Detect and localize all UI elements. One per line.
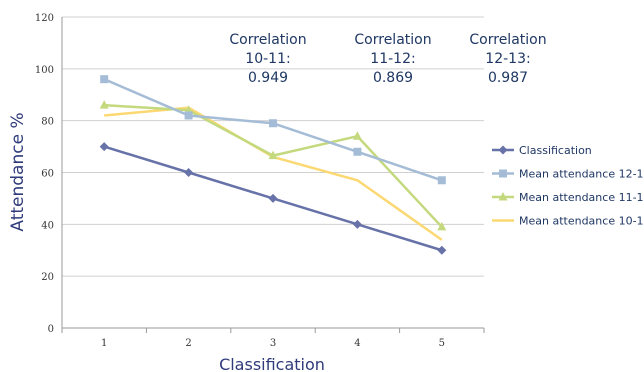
annotation-title: Correlation xyxy=(229,32,306,48)
correlation-annotation-11-12: Correlation 11-12: 0.869 xyxy=(354,32,431,86)
annotation-period: 11-12: xyxy=(370,51,415,67)
annotation-period: 10-11: xyxy=(245,51,290,67)
y-tick-label: 80 xyxy=(41,117,54,128)
x-axis-title: Classification xyxy=(219,355,325,372)
data-point xyxy=(437,176,446,185)
data-point xyxy=(269,119,277,128)
annotation-value: 0.869 xyxy=(373,70,413,86)
data-point xyxy=(184,111,193,120)
data-point xyxy=(437,221,447,231)
x-tick-label: 2 xyxy=(185,338,191,349)
data-point xyxy=(100,75,109,84)
x-tick-label: 3 xyxy=(270,338,276,349)
data-point xyxy=(268,193,278,203)
series-0 xyxy=(99,142,447,255)
annotation-title: Correlation xyxy=(354,32,431,48)
legend-swatch-marker xyxy=(499,169,507,178)
series-line xyxy=(103,78,443,182)
series-lines xyxy=(99,75,447,255)
legend-label: Classification xyxy=(519,144,592,157)
x-tick-label: 4 xyxy=(354,338,360,349)
x-tick-label: 1 xyxy=(101,338,107,349)
legend-label: Mean attendance 10-11 xyxy=(519,215,644,228)
legend-label: Mean attendance 12-13 xyxy=(519,168,644,181)
annotation-value: 0.987 xyxy=(488,70,528,86)
legend-swatch-marker xyxy=(498,192,508,201)
y-axis-title: Attendance % xyxy=(8,112,28,231)
annotation-title: Correlation xyxy=(469,32,546,48)
y-tick-label: 100 xyxy=(35,65,54,76)
data-point xyxy=(437,245,447,255)
axes xyxy=(61,17,485,333)
data-point xyxy=(353,147,362,156)
x-tick-label: 5 xyxy=(439,338,445,349)
y-tick-label: 20 xyxy=(41,272,54,283)
legend-swatch-marker xyxy=(498,145,508,155)
y-tick-label: 120 xyxy=(35,13,54,24)
data-point xyxy=(352,219,362,229)
legend-label: Mean attendance 11-12 xyxy=(519,191,644,204)
y-tick-label: 60 xyxy=(41,169,54,180)
legend-item: Mean attendance 12-13 xyxy=(492,168,644,181)
tick-labels: 0 20 40 60 80 100 120 1 2 3 4 5 xyxy=(35,13,445,349)
annotation-period: 12-13: xyxy=(485,51,530,67)
data-point xyxy=(268,150,278,160)
series-2 xyxy=(99,100,447,231)
data-point xyxy=(352,131,362,140)
y-tick-label: 40 xyxy=(41,220,54,231)
correlation-annotation-12-13: Correlation 12-13: 0.987 xyxy=(469,32,546,86)
y-tick-label: 0 xyxy=(48,324,54,335)
data-point xyxy=(99,100,109,109)
series-1 xyxy=(100,75,446,185)
legend-item: Classification xyxy=(492,144,592,157)
annotation-value: 0.949 xyxy=(248,70,288,86)
legend-item: Mean attendance 11-12 xyxy=(492,191,644,204)
legend: Classification Mean attendance 12-13 Mean … xyxy=(492,144,644,228)
correlation-annotation-10-11: Correlation 10-11: 0.949 xyxy=(229,32,306,86)
legend-item: Mean attendance 10-11 xyxy=(492,215,644,228)
data-point xyxy=(184,168,194,177)
data-point xyxy=(99,142,109,152)
